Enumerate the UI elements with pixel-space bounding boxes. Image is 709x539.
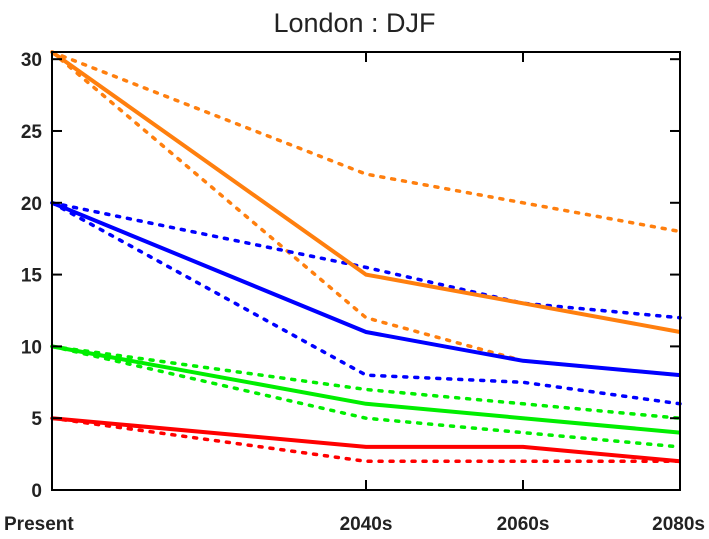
series-line-7: [50, 344, 682, 420]
series-line-8: [50, 344, 682, 449]
series-line-3: [51, 200, 681, 378]
series-line-9: [51, 416, 681, 464]
y-tick-label-30: 30: [21, 50, 42, 71]
x-tick-label-0: Present: [4, 514, 74, 535]
x-tick-label-3: 2080s: [652, 514, 705, 535]
y-tick-label-25: 25: [21, 122, 43, 143]
series-line-5: [50, 201, 682, 406]
series-line-4: [50, 201, 682, 320]
y-tick-label-20: 20: [21, 194, 42, 215]
y-tick-label-5: 5: [31, 409, 42, 430]
x-tick-label-2: 2060s: [497, 514, 550, 535]
y-tick-label-10: 10: [21, 337, 42, 358]
axis-layer: 0 5 10 15 20 25 30 Present 2040s 2060s 2080s: [4, 50, 705, 535]
series-line-10: [50, 416, 682, 464]
chart-title: London : DJF: [273, 8, 436, 38]
series-layer: [50, 50, 682, 464]
y-tick-label-0: 0: [31, 481, 42, 502]
y-tick-label-15: 15: [21, 266, 43, 287]
x-tick-label-1: 2040s: [340, 514, 393, 535]
series-line-0: [50, 50, 681, 334]
series-line-1: [50, 50, 682, 234]
series-line-6: [51, 344, 681, 435]
